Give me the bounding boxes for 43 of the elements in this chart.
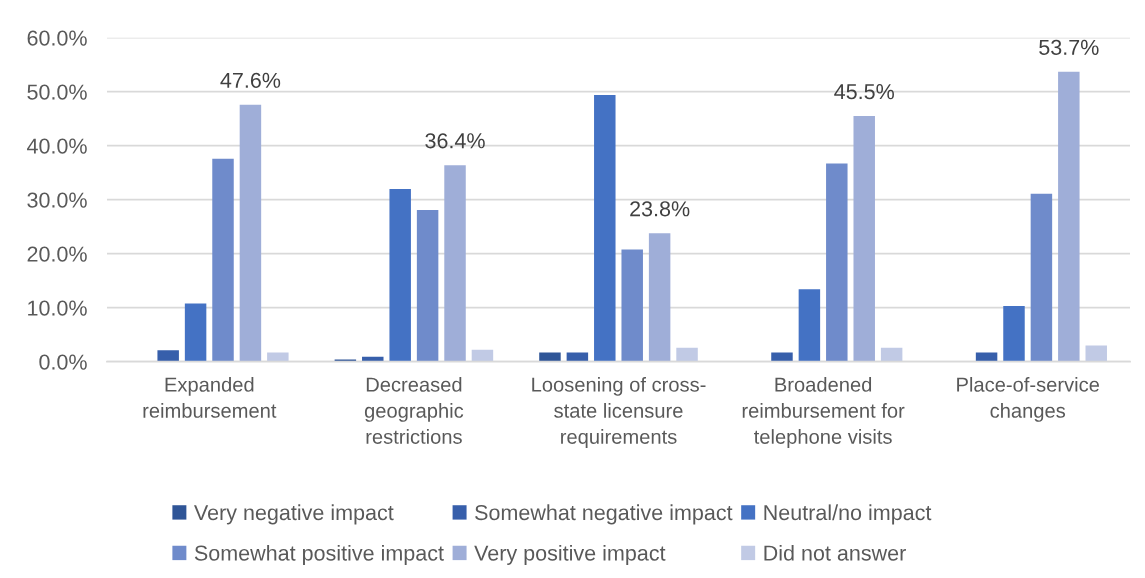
- data-label: 45.5%: [834, 84, 894, 100]
- bar: [416, 209, 439, 362]
- bar: [1058, 71, 1080, 362]
- bar: [1030, 193, 1053, 362]
- y-tick-label: 30.0%: [27, 192, 87, 208]
- legend-label: Did not answer: [764, 544, 906, 561]
- data-label: 53.7%: [1039, 39, 1099, 55]
- data-label: 23.8%: [630, 201, 690, 217]
- bar: [594, 94, 616, 362]
- legend-label: Somewhat positive impact: [194, 544, 444, 565]
- bar: [676, 347, 698, 362]
- legend-label: Very negative impact: [194, 504, 394, 525]
- x-tick-label: Place-of-service changes: [957, 376, 1099, 422]
- bar: [880, 347, 903, 362]
- legend-label: Very positive impact: [474, 544, 666, 565]
- y-tick-label: 10.0%: [28, 300, 87, 316]
- x-tick-label: Loosening of cross- state licensure requirements: [532, 376, 706, 448]
- bar: [157, 350, 179, 362]
- bar: [239, 104, 262, 362]
- bar: [184, 303, 207, 362]
- y-tick-label: 60.0%: [27, 30, 87, 46]
- data-label: 36.4%: [425, 133, 485, 149]
- x-tick-label: Decreased geographic restrictions: [364, 376, 464, 444]
- legend-label: Somewhat negative impact: [475, 504, 733, 525]
- x-tick-label: Broadened reimbursement for telephone visits: [742, 376, 905, 448]
- bar: [853, 116, 875, 362]
- y-tick-label: 40.0%: [27, 138, 87, 154]
- bar: [471, 349, 494, 362]
- bar: [648, 233, 671, 362]
- bar: [798, 289, 821, 362]
- data-label: 47.6%: [220, 72, 281, 88]
- legend-label: Neutral/no impact: [764, 504, 932, 525]
- y-tick-label: 20.0%: [27, 246, 87, 262]
- bar: [1085, 345, 1107, 362]
- bar: [212, 158, 234, 362]
- bar: [1003, 306, 1025, 362]
- bar: [826, 163, 848, 362]
- bar: [444, 165, 466, 362]
- y-tick-label: 0.0%: [39, 354, 87, 370]
- x-tick-label: Expanded reimbursement: [143, 376, 277, 418]
- bar: [389, 188, 411, 362]
- y-tick-label: 50.0%: [27, 84, 87, 100]
- bar: [621, 249, 643, 362]
